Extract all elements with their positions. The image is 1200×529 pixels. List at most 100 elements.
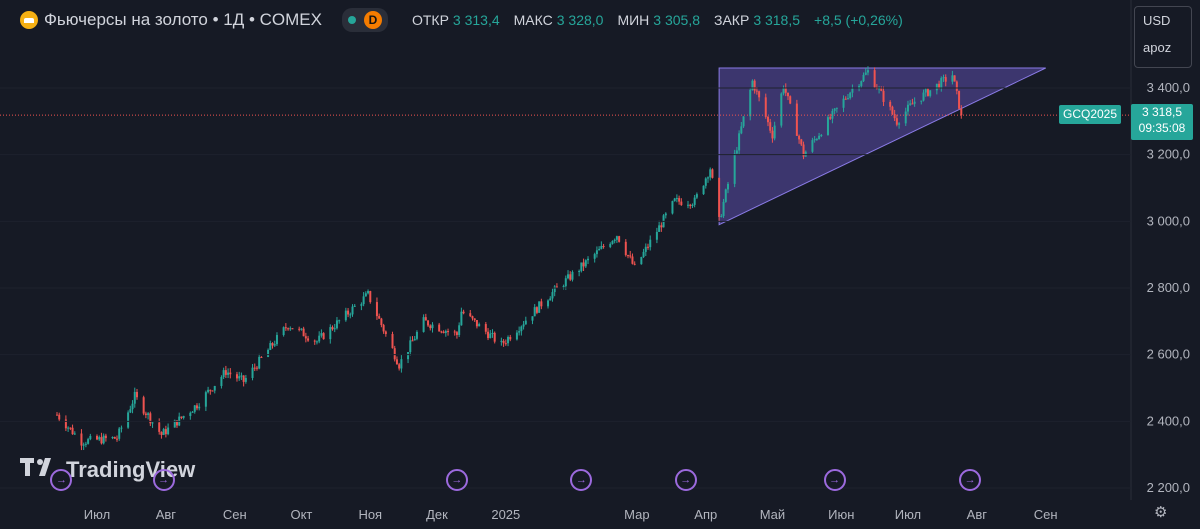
candle-body (244, 377, 247, 382)
candle-body (740, 126, 743, 134)
candle-body (207, 389, 210, 393)
candle-body (658, 225, 661, 232)
candle-body (555, 286, 558, 288)
candle-body (367, 291, 370, 294)
candle-body (882, 90, 885, 102)
candle-body (133, 391, 136, 404)
candle-body (773, 125, 776, 139)
candle-body (582, 262, 585, 267)
candle-body (111, 436, 114, 439)
candle-body (173, 420, 176, 428)
candle-body (584, 260, 587, 267)
candle-body (587, 258, 590, 261)
candle-body (104, 435, 107, 439)
event-arrow-icon[interactable]: → (674, 469, 697, 491)
candle-body (613, 239, 616, 242)
change-value: +8,5 (+0,26%) (814, 12, 903, 28)
candle-body (458, 325, 461, 335)
candle-body (815, 139, 818, 141)
candle-body (780, 93, 783, 126)
candle-body (831, 110, 834, 119)
x-axis: Июл Авг Сен Окт Ноя Дек 2025 Мар Апр Май Июн Июл Авг… (84, 507, 1058, 522)
candle-body (82, 444, 85, 446)
event-arrow-icon[interactable]: → (152, 469, 175, 491)
event-arrow-icon[interactable]: → (570, 469, 593, 491)
x-tick-label: 2025 (491, 507, 520, 522)
currency-scale-menu[interactable]: USD apoz (1134, 6, 1192, 68)
scale-label[interactable]: apoz (1143, 40, 1172, 55)
candle-body (633, 263, 636, 265)
event-arrow-icon[interactable]: → (959, 469, 982, 491)
candle-body (229, 372, 232, 375)
candle-body (162, 429, 165, 435)
close-label: ЗАКР (714, 12, 750, 28)
candle-body (631, 256, 634, 264)
candle-body (889, 101, 892, 107)
candle-body (398, 364, 401, 369)
candle-body (675, 198, 678, 200)
candle-body (180, 416, 183, 418)
tradingview-wordmark: TradingView (66, 457, 196, 482)
candle-body (738, 133, 741, 151)
x-tick-label: Июл (84, 507, 110, 522)
candle-body (302, 328, 305, 337)
candle-body (349, 314, 352, 316)
candle-body (644, 246, 647, 252)
settings-gear-icon[interactable]: ⚙ (1154, 504, 1168, 521)
candle-body (878, 88, 881, 90)
candle-body (455, 332, 458, 335)
candle-body (600, 245, 603, 249)
candle-body (58, 414, 61, 420)
candle-body (287, 328, 290, 330)
event-arrow-icon[interactable]: → (823, 469, 846, 491)
last-price-value: 3 318,5 (1141, 105, 1183, 119)
candle-body (707, 177, 709, 179)
candle-body (749, 89, 752, 117)
candle-body (702, 185, 705, 195)
candle-body (960, 108, 963, 116)
instrument-title[interactable]: Фьючерсы на золото • 1Д • COMEX (44, 10, 322, 29)
currency-label[interactable]: USD (1143, 13, 1171, 28)
candle-body (820, 134, 823, 136)
ohlc-readout: ОТКР 3 313,4 МАКС 3 328,0 МИН 3 305,8 ЗАКР 3… (412, 12, 913, 28)
event-arrow-icon[interactable]: → (445, 469, 468, 491)
candle-body (711, 169, 714, 178)
triangle-pattern[interactable] (718, 67, 1046, 226)
market-status[interactable]: D (341, 8, 388, 32)
candle-body (771, 130, 774, 139)
candle-body (438, 324, 441, 332)
candle-body (222, 370, 225, 378)
candle-body (411, 340, 414, 342)
candle-body (709, 169, 712, 178)
high-label: МАКС (513, 12, 553, 28)
candle-body (429, 325, 432, 329)
candle-body (520, 326, 523, 332)
candle-body (502, 340, 505, 344)
candle-body (87, 439, 90, 444)
candle-body (864, 72, 867, 75)
candle-body (167, 427, 170, 435)
candle-body (240, 375, 243, 377)
candle-body (951, 75, 954, 82)
candle-body (291, 328, 294, 330)
candle-body (742, 116, 745, 127)
y-tick-label: 2 800,0 (1147, 280, 1190, 295)
x-tick-label: Мар (624, 507, 649, 522)
candle-body (258, 356, 261, 369)
candle-body (829, 117, 832, 119)
candle-body (422, 317, 425, 332)
x-tick-label: Дек (426, 507, 448, 522)
event-arrow-icon[interactable]: → (50, 469, 73, 491)
open-label: ОТКР (411, 12, 449, 28)
candle-body (624, 241, 627, 256)
candle-body (318, 335, 321, 342)
candle-body (895, 118, 898, 125)
candle-body (380, 318, 383, 326)
candle-body (131, 403, 134, 410)
triangle-pattern-layer (718, 67, 1046, 226)
candle-body (80, 433, 83, 446)
candle-body (347, 310, 350, 315)
candle-body (718, 177, 721, 217)
candle-body (273, 344, 276, 346)
